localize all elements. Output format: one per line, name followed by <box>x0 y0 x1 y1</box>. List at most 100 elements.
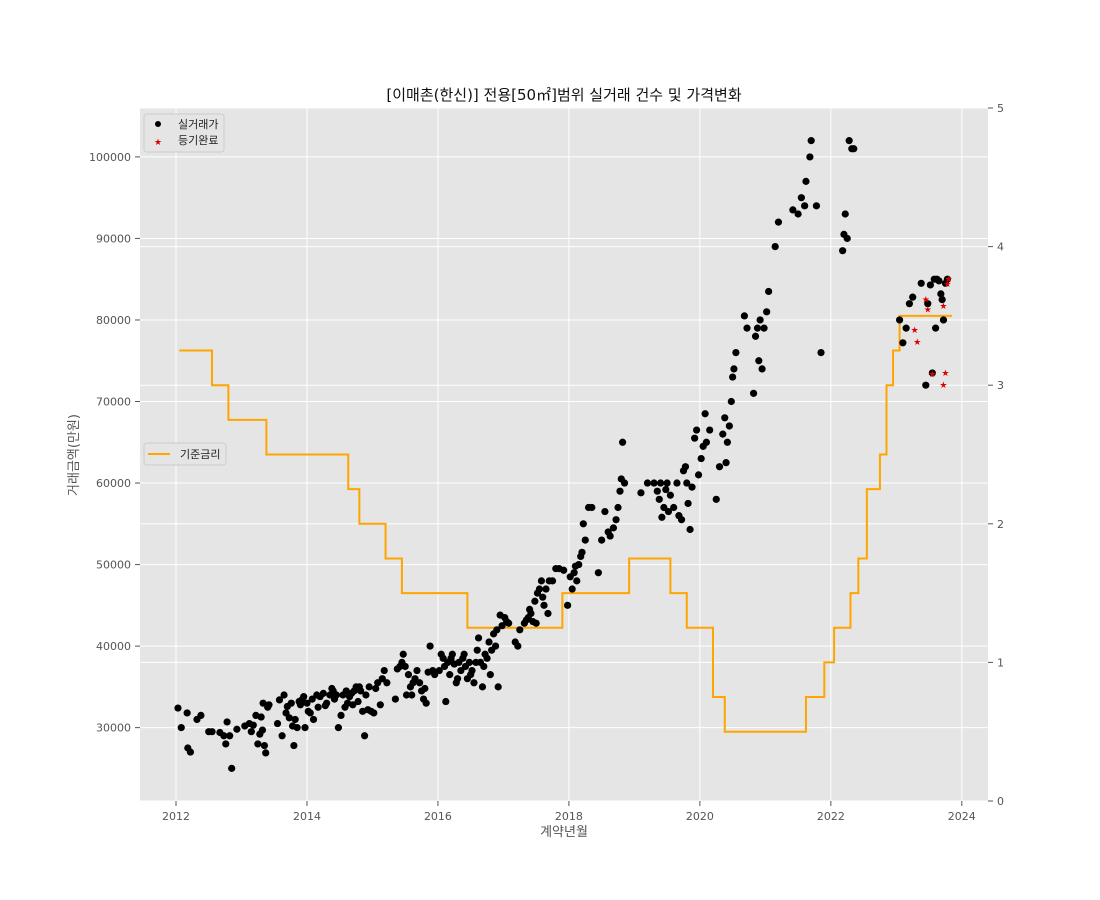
trade-point <box>637 489 645 497</box>
trade-point <box>932 324 940 332</box>
y-tick-label: 40000 <box>96 640 131 653</box>
trade-point <box>540 601 548 609</box>
trade-point <box>807 137 815 145</box>
trade-point <box>740 312 749 320</box>
trade-point <box>601 507 609 516</box>
trade-point <box>380 666 388 675</box>
trade-point <box>758 365 766 373</box>
trade-point <box>655 495 663 503</box>
trade-point <box>309 715 318 724</box>
trade-point <box>845 137 853 145</box>
trade-point <box>361 732 369 740</box>
trade-point <box>691 434 699 442</box>
x-axis-label: 계약년월 <box>540 825 588 840</box>
trade-point <box>653 487 661 495</box>
trade-point <box>697 454 705 463</box>
trade-point <box>480 662 488 671</box>
trade-point <box>473 646 481 654</box>
trade-point <box>774 218 783 226</box>
trade-point <box>197 711 205 719</box>
trade-point <box>755 357 763 365</box>
trade-point <box>421 684 429 693</box>
trade-point <box>712 495 720 503</box>
trade-point <box>579 520 587 528</box>
trade-point <box>560 566 568 574</box>
legend-top-box <box>143 113 225 153</box>
trade-point <box>548 577 557 585</box>
y-axis-ticks: 30000 40000 50000 60000 70000 80000 90000 10000… <box>89 151 140 735</box>
trade-point <box>573 577 581 585</box>
trade-point <box>926 281 934 289</box>
trade-point <box>228 764 236 772</box>
trade-point <box>177 724 185 732</box>
trade-point <box>401 662 409 671</box>
trade-point <box>485 638 493 646</box>
trade-point <box>763 308 771 316</box>
trade-point <box>895 316 904 324</box>
trade-point <box>683 479 691 487</box>
trade-point <box>935 277 943 285</box>
trade-point <box>285 714 293 722</box>
trade-point <box>575 560 583 569</box>
trade-point <box>254 740 262 748</box>
trade-point <box>408 691 416 699</box>
trade-point <box>723 438 731 446</box>
trade-point <box>924 300 932 308</box>
trade-point <box>319 689 327 697</box>
trade-point <box>262 749 270 757</box>
trade-point <box>905 300 914 308</box>
trade-point <box>693 426 701 434</box>
legend-trade-label: 실거래가 <box>178 118 218 131</box>
trade-point <box>257 713 265 721</box>
trade-point <box>771 243 779 251</box>
trade-point <box>249 721 257 729</box>
trade-point <box>293 724 301 732</box>
registered-point: ★ <box>928 370 936 380</box>
trade-point <box>902 324 910 332</box>
trade-point <box>839 247 847 255</box>
trade-series <box>174 137 952 772</box>
trade-point <box>448 650 456 658</box>
trade-point <box>453 675 462 683</box>
y-tick-label: 70000 <box>96 396 131 409</box>
trade-point <box>666 491 675 499</box>
trade-point <box>357 687 365 695</box>
trade-point <box>588 503 596 512</box>
trade-point <box>391 695 399 703</box>
trade-point <box>404 671 413 679</box>
trade-point <box>812 202 821 210</box>
trade-point <box>273 719 282 728</box>
trade-point <box>794 210 802 218</box>
registered-point: ★ <box>939 381 947 391</box>
trade-point <box>493 626 501 634</box>
trade-point <box>686 525 694 534</box>
trade-point <box>751 332 760 340</box>
trade-point <box>688 483 696 491</box>
trade-point <box>468 666 476 675</box>
trade-point <box>694 471 703 479</box>
trade-point <box>568 585 576 593</box>
x-tick-label: 2020 <box>686 810 714 823</box>
trade-point <box>208 728 216 736</box>
trade-point <box>797 194 805 202</box>
trade-point <box>721 414 729 422</box>
trade-point <box>612 516 620 524</box>
trade-point <box>470 679 478 687</box>
trade-point <box>664 507 673 516</box>
trade-point <box>334 724 343 732</box>
y2-tick-label: 3 <box>997 379 1004 392</box>
trade-point <box>843 234 851 243</box>
trade-point <box>681 463 690 471</box>
legend-registered-label: 등기완료 <box>178 134 218 147</box>
trade-point <box>372 684 380 693</box>
trade-point <box>301 724 309 732</box>
trade-point <box>300 693 308 701</box>
trade-point <box>606 532 614 540</box>
y2-tick-label: 5 <box>997 102 1004 115</box>
trade-point <box>416 679 424 687</box>
y-tick-label: 100000 <box>89 151 131 164</box>
trade-point <box>247 728 255 736</box>
trade-point <box>802 177 810 185</box>
trade-point <box>564 601 572 609</box>
rate-step-line <box>179 314 952 733</box>
